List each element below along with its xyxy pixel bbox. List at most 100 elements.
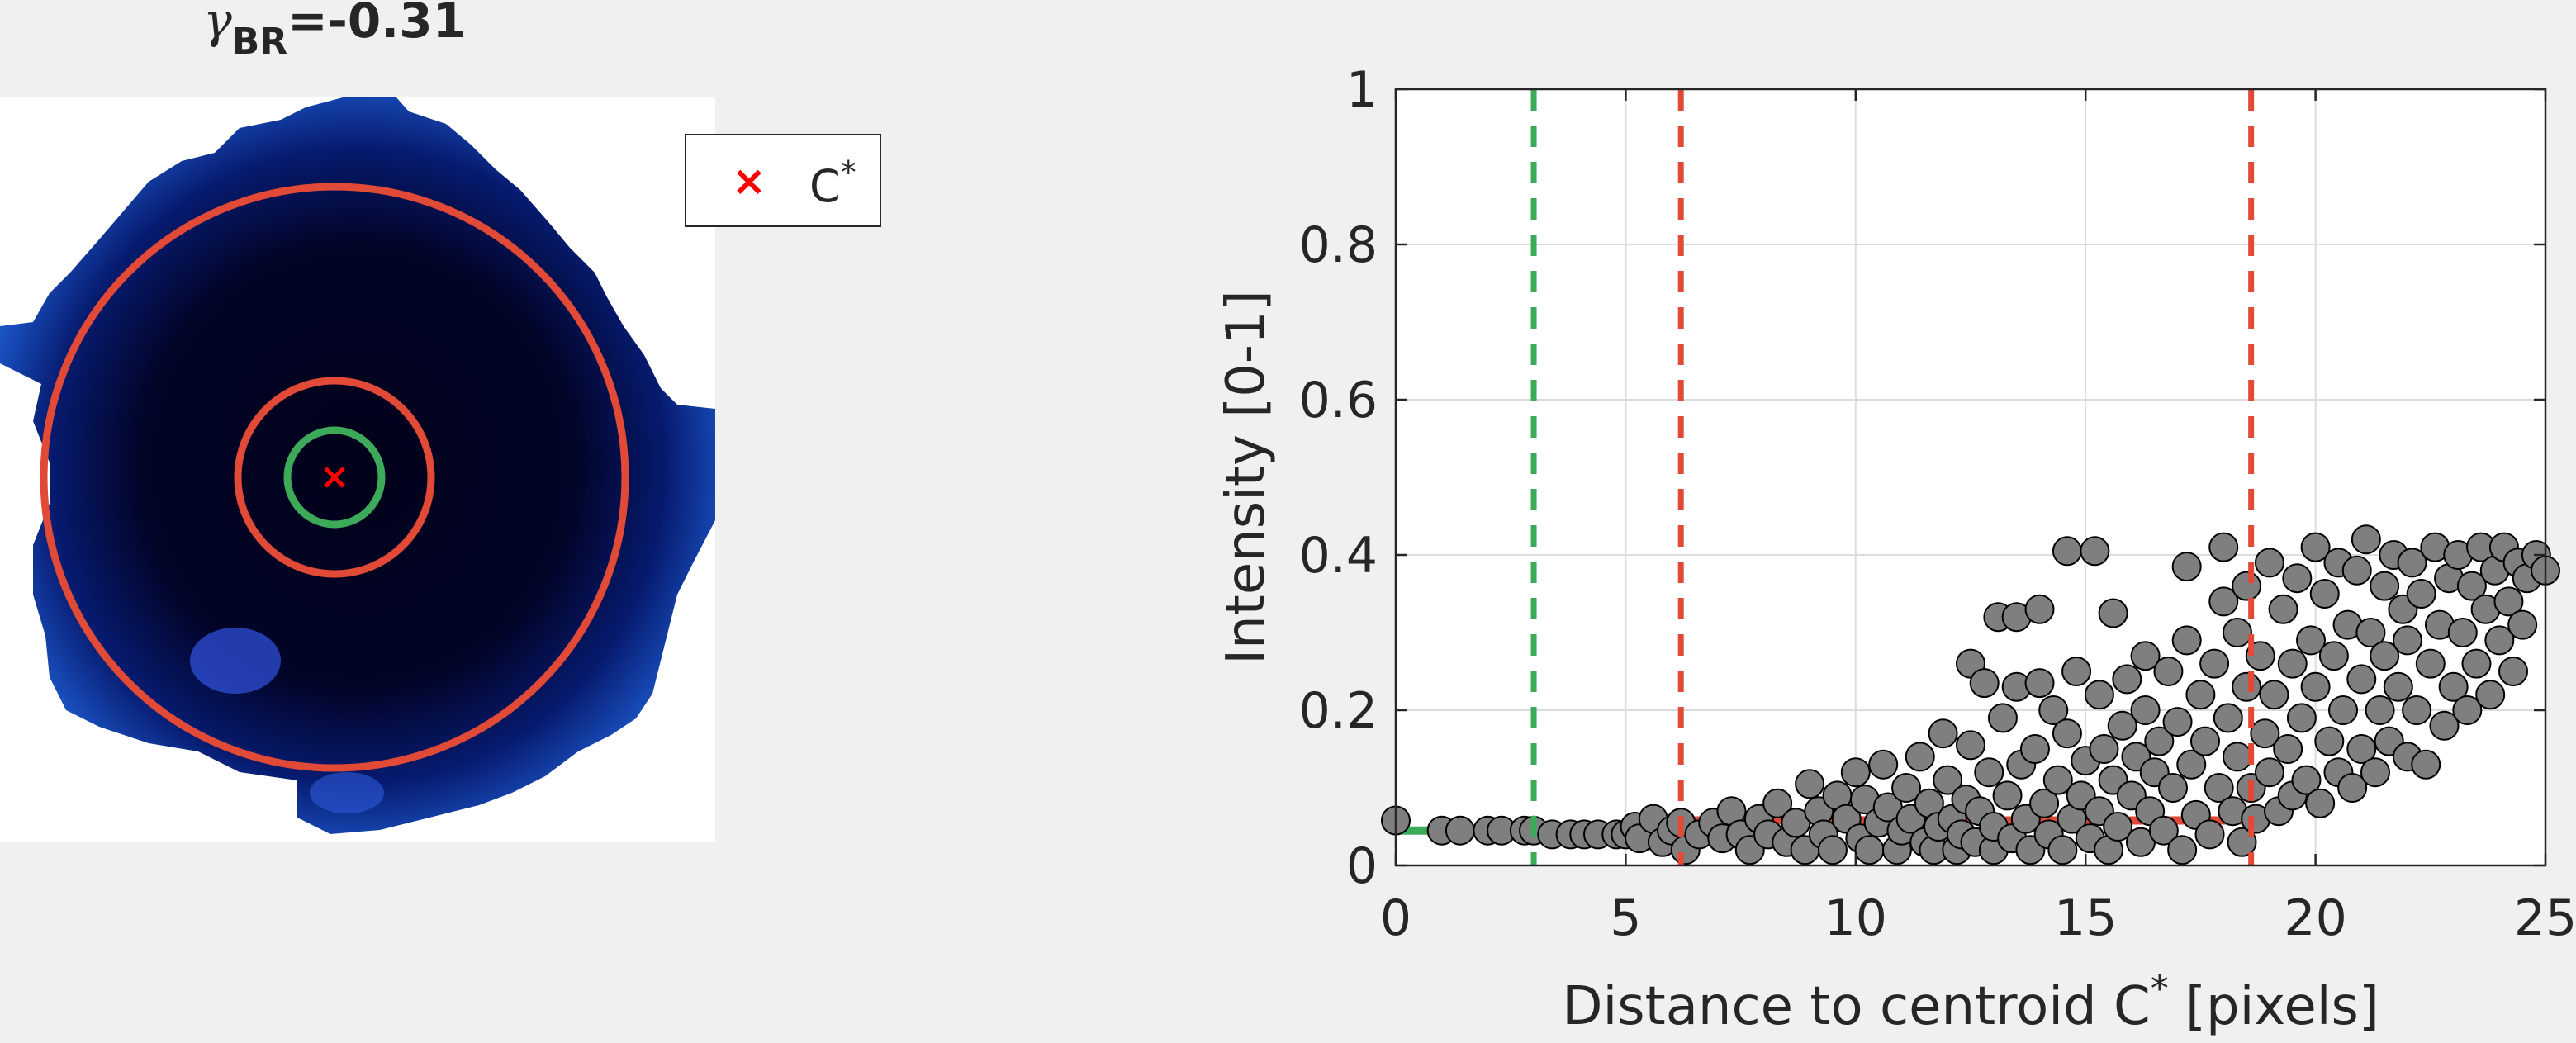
plot-frame [1394, 88, 2547, 867]
data-point [2268, 594, 2298, 624]
legend-label-sup: * [841, 154, 856, 191]
data-point [2415, 648, 2446, 679]
data-point [2277, 648, 2308, 679]
data-point [2383, 671, 2413, 702]
data-point [2429, 710, 2460, 741]
legend-label: C* [809, 154, 856, 212]
y-tick-label: 0.4 [1299, 527, 1378, 585]
data-point [2047, 835, 2078, 865]
y-tick-label: 0.8 [1299, 216, 1378, 274]
data-point [2411, 749, 2441, 780]
data-point [2286, 703, 2317, 733]
data-point [1974, 757, 2004, 788]
data-point [2259, 680, 2289, 710]
left-title: γBR=-0.31 [203, 0, 466, 63]
legend-box [685, 134, 881, 227]
y-tick-label: 0.2 [1299, 682, 1378, 740]
data-point [2232, 671, 2262, 702]
y-tick-label: 1 [1346, 61, 1378, 119]
data-point [2130, 641, 2161, 671]
data-point [1928, 718, 1958, 749]
bright-patch [190, 628, 281, 694]
data-point [2341, 555, 2372, 586]
data-point [1891, 773, 1922, 803]
data-point [1933, 765, 1963, 795]
data-point [2370, 571, 2400, 601]
data-point [2346, 734, 2377, 764]
y-tick-label: 0.6 [1299, 372, 1378, 429]
data-point [1840, 757, 1871, 788]
data-point [2052, 536, 2082, 567]
data-point [1795, 769, 1825, 799]
legend-label-main: C [809, 160, 841, 212]
data-point [2365, 695, 2395, 725]
data-point [2098, 598, 2128, 628]
data-point [2194, 819, 2225, 850]
data-point [2103, 812, 2133, 842]
x-tick-label: 25 [2514, 889, 2576, 947]
data-point [1868, 749, 1899, 780]
data-point [2024, 594, 2055, 624]
data-point [2300, 671, 2331, 702]
data-point [1956, 730, 1985, 761]
inner-red-circle [234, 377, 435, 578]
x-tick-label: 0 [1380, 889, 1411, 947]
data-point [2084, 680, 2114, 710]
data-point [2208, 532, 2239, 562]
x-tick-labels: 0 5 10 15 20 25 [1380, 889, 2576, 947]
data-point [2484, 625, 2515, 656]
data-point [2456, 571, 2487, 601]
x-tick-label: 10 [1824, 889, 1887, 947]
data-point [2392, 625, 2422, 656]
data-point [2157, 773, 2188, 803]
data-point [2189, 726, 2220, 756]
x-tick-label: 20 [2284, 889, 2346, 947]
data-point [1992, 780, 2023, 811]
data-point [2493, 586, 2524, 617]
data-point [2402, 695, 2432, 725]
data-point [2204, 773, 2234, 803]
data-point [2254, 757, 2284, 788]
data-point [1762, 788, 1793, 818]
gamma-symbol: γ [203, 0, 232, 49]
data-point [2355, 618, 2386, 647]
data-point [2254, 548, 2284, 578]
data-point [2318, 641, 2349, 671]
centroid-marker [324, 467, 345, 488]
data-point [2171, 625, 2202, 656]
data-point [2498, 657, 2529, 686]
data-point [2314, 726, 2345, 756]
data-point [2052, 718, 2082, 749]
data-point [2461, 648, 2492, 679]
data-point [2452, 695, 2483, 725]
data-point [2029, 788, 2060, 818]
data-point [1905, 742, 1935, 772]
gamma-value: =-0.31 [287, 0, 466, 49]
data-point [2162, 707, 2193, 737]
data-point [1987, 703, 2018, 733]
data-point [2176, 749, 2207, 780]
data-point [2130, 695, 2161, 725]
data-point [2475, 680, 2506, 710]
data-point [2089, 734, 2119, 764]
data-point [2042, 765, 2073, 795]
data-point [2273, 734, 2303, 764]
data-point [2080, 536, 2110, 567]
data-point [2282, 563, 2313, 594]
x-axis-label-rest: [pixels] [2169, 976, 2379, 1037]
x-axis-label: Distance to centroid C* [pixels] [1562, 968, 2379, 1037]
data-point [2213, 703, 2243, 733]
data-point [2370, 641, 2400, 671]
x-axis-label-sup: * [2151, 968, 2169, 1010]
data-point [2351, 524, 2381, 555]
y-tick-labels: 0 0.2 0.4 0.6 0.8 1 [1299, 61, 1378, 895]
green-circle [283, 426, 386, 529]
x-tick-label: 5 [1610, 889, 1641, 947]
data-point [2406, 579, 2436, 609]
vertical-lines [1530, 89, 2255, 865]
data-point [2337, 773, 2368, 803]
data-point [2024, 668, 2055, 699]
data-point [1969, 668, 2000, 699]
data-point [1445, 815, 1475, 846]
left-panel: γBR=-0.31 × C* [0, 0, 881, 842]
